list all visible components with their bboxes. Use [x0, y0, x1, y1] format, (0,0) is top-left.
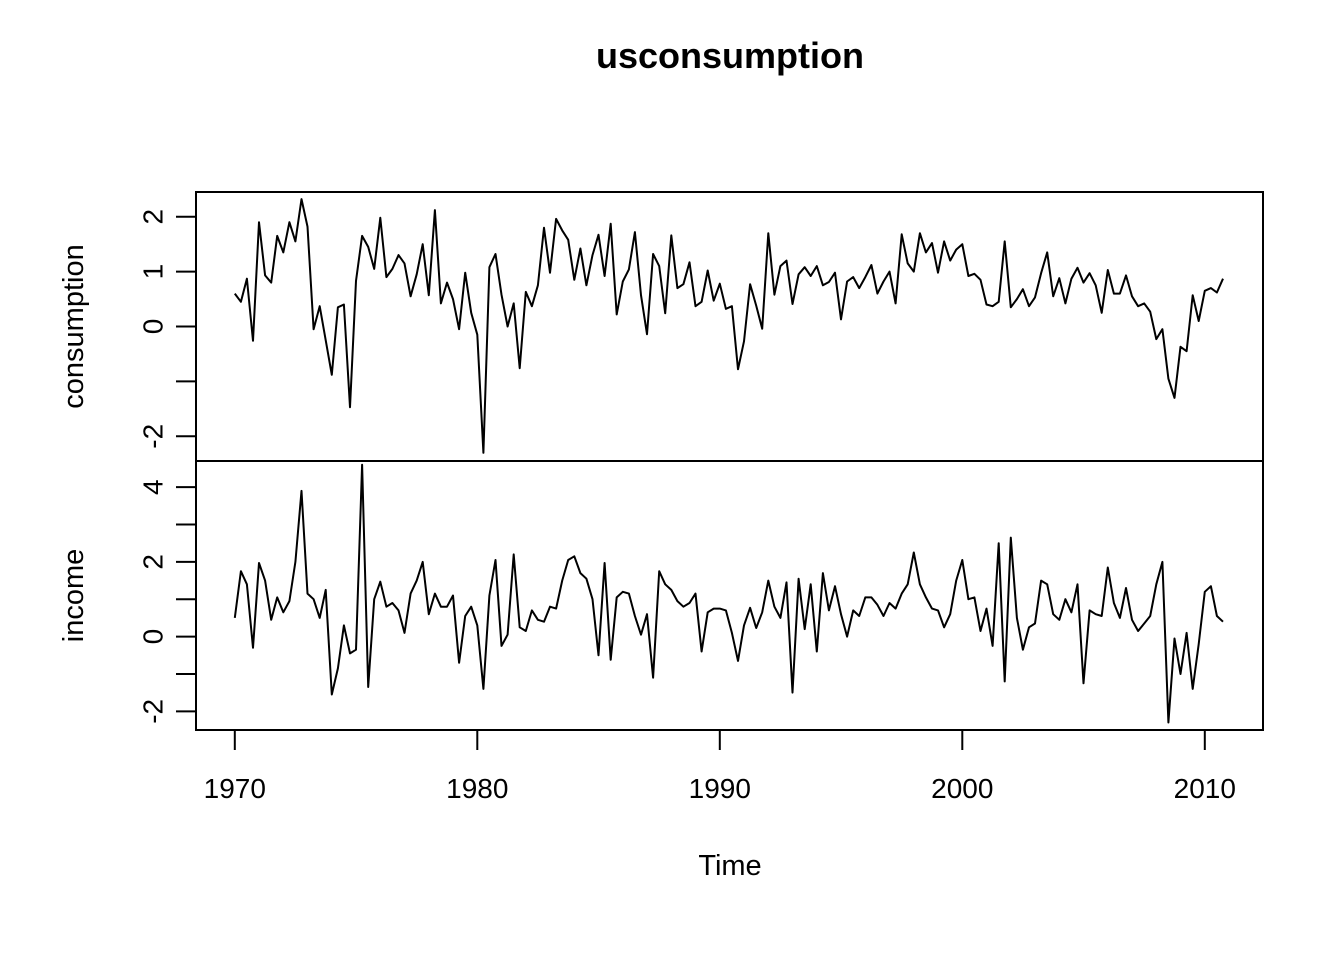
chart-title: usconsumption [596, 35, 864, 76]
series-line-income [233, 463, 1224, 724]
y-tick-label: 2 [138, 554, 169, 570]
y-tick-label: 0 [138, 319, 169, 335]
y-axis-label-income: income [58, 549, 90, 643]
panel-frame [195, 460, 1264, 731]
y-tick-label: -2 [138, 424, 169, 449]
x-tick-label: 1990 [689, 773, 751, 804]
panel-frame [195, 191, 1264, 462]
x-tick-label: 1980 [446, 773, 508, 804]
panel-consumption: -2 0 1 2 consumption [58, 191, 1264, 462]
x-tick-label: 2000 [931, 773, 993, 804]
y-tick-label: 2 [138, 209, 169, 225]
x-axis-label: Time [698, 850, 761, 882]
x-tick-label: 1970 [204, 773, 266, 804]
y-tick-label: 0 [138, 629, 169, 645]
y-tick-label: 4 [138, 479, 169, 495]
y-tick-label: 1 [138, 264, 169, 280]
panel-income: -2 0 2 4 income [58, 460, 1264, 731]
panels: -2 0 1 2 consumption -2 0 2 4 income [58, 191, 1264, 731]
x-tick-label: 2010 [1174, 773, 1236, 804]
x-axis: 1970 1980 1990 2000 2010 [204, 729, 1236, 804]
series-line-consumption [233, 198, 1224, 454]
y-tick-label: -2 [138, 699, 169, 724]
y-axis-label-consumption: consumption [58, 244, 90, 408]
